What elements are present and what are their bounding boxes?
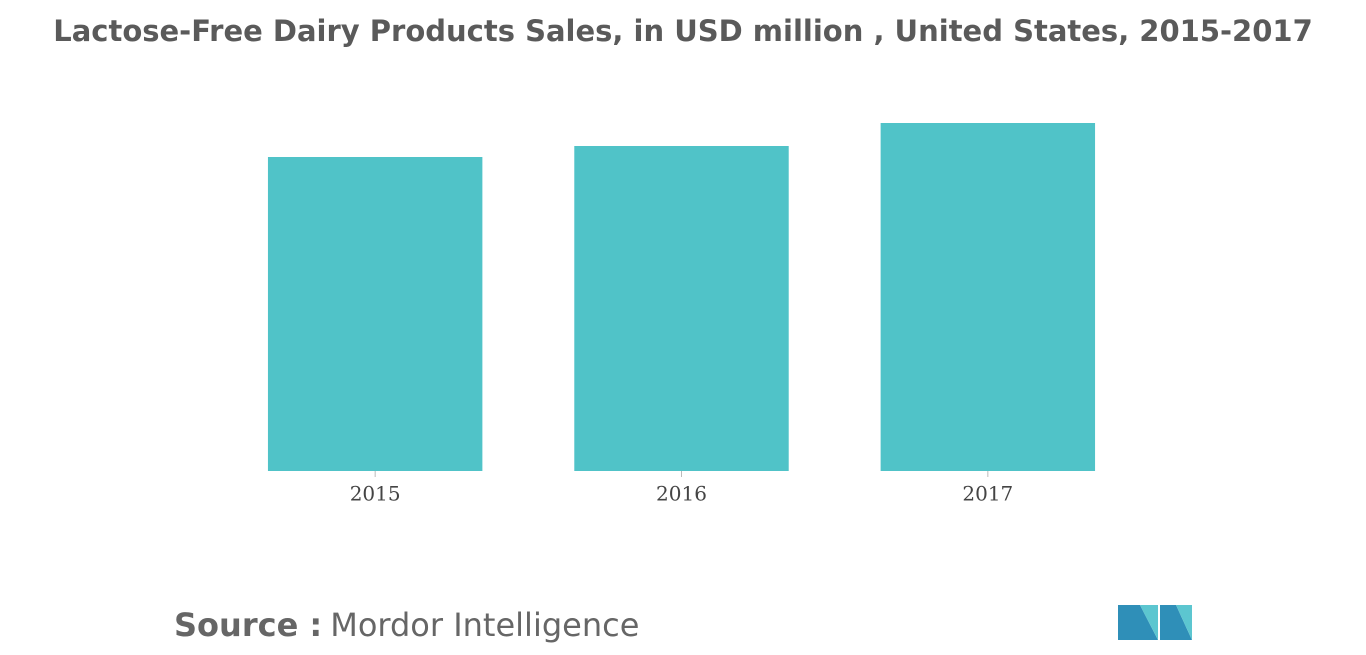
bar <box>574 146 789 471</box>
source-label: Source : <box>174 606 322 644</box>
source-name: Mordor Intelligence <box>330 606 639 644</box>
x-tick-label: 2016 <box>656 482 707 506</box>
bar <box>880 123 1096 471</box>
x-tick-label: 2015 <box>350 482 401 506</box>
source: Source : Mordor Intelligence <box>174 606 639 644</box>
x-tick-label: 2017 <box>962 482 1013 506</box>
bar <box>267 157 483 471</box>
chart-title: Lactose-Free Dairy Products Sales, in US… <box>53 14 1313 48</box>
logo <box>1118 605 1192 640</box>
